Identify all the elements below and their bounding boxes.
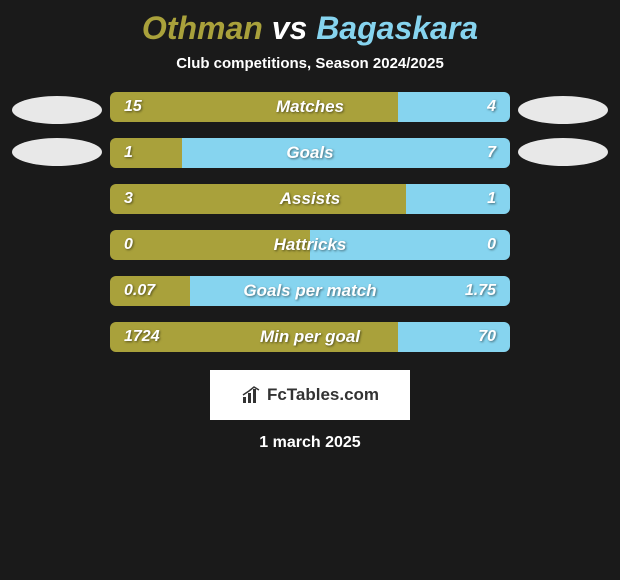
bar-left: [110, 92, 398, 122]
stat-value-left: 1724: [124, 328, 160, 346]
stat-row: 15 4 Matches: [110, 92, 510, 122]
stat-value-right: 70: [478, 328, 496, 346]
bar-left: [110, 184, 406, 214]
ellipse-placeholder: [518, 96, 608, 124]
footer-brand: FcTables.com: [267, 385, 379, 405]
ellipse-placeholder: [12, 138, 102, 166]
vs-text: vs: [272, 10, 308, 46]
chart-container: Othman vs Bagaskara Club competitions, S…: [0, 0, 620, 462]
footer-date: 1 march 2025: [0, 434, 620, 452]
stat-label: Goals: [286, 143, 333, 163]
stat-label: Hattricks: [274, 235, 347, 255]
stat-label: Goals per match: [243, 281, 376, 301]
stat-value-left: 0: [124, 236, 133, 254]
stat-value-right: 1.75: [465, 282, 496, 300]
player2-name: Bagaskara: [316, 10, 478, 46]
page-title: Othman vs Bagaskara: [0, 10, 620, 47]
stat-value-left: 15: [124, 98, 142, 116]
left-ellipses: [12, 96, 102, 166]
stat-value-left: 3: [124, 190, 133, 208]
right-ellipses: [518, 96, 608, 166]
stat-value-right: 1: [487, 190, 496, 208]
stat-row: 0.07 1.75 Goals per match: [110, 276, 510, 306]
footer-logo: FcTables.com: [210, 370, 410, 420]
subtitle: Club competitions, Season 2024/2025: [0, 55, 620, 72]
stat-row: 1724 70 Min per goal: [110, 322, 510, 352]
ellipse-placeholder: [12, 96, 102, 124]
chart-icon: [241, 385, 261, 405]
stat-bars: 15 4 Matches 1 7 Goals 3 1 Assists 0 0 Hattricks 0.0…: [110, 92, 510, 352]
bar-right: [182, 138, 510, 168]
stat-value-left: 1: [124, 144, 133, 162]
ellipse-placeholder: [518, 138, 608, 166]
chart-area: 15 4 Matches 1 7 Goals 3 1 Assists 0 0 Hattricks 0.0…: [0, 92, 620, 352]
stat-label: Matches: [276, 97, 344, 117]
stat-value-right: 4: [487, 98, 496, 116]
stat-value-right: 7: [487, 144, 496, 162]
stat-label: Assists: [280, 189, 340, 209]
stat-label: Min per goal: [260, 327, 360, 347]
bar-left: [110, 138, 182, 168]
stat-value-right: 0: [487, 236, 496, 254]
stat-row: 1 7 Goals: [110, 138, 510, 168]
stat-value-left: 0.07: [124, 282, 155, 300]
player1-name: Othman: [142, 10, 263, 46]
stat-row: 3 1 Assists: [110, 184, 510, 214]
stat-row: 0 0 Hattricks: [110, 230, 510, 260]
